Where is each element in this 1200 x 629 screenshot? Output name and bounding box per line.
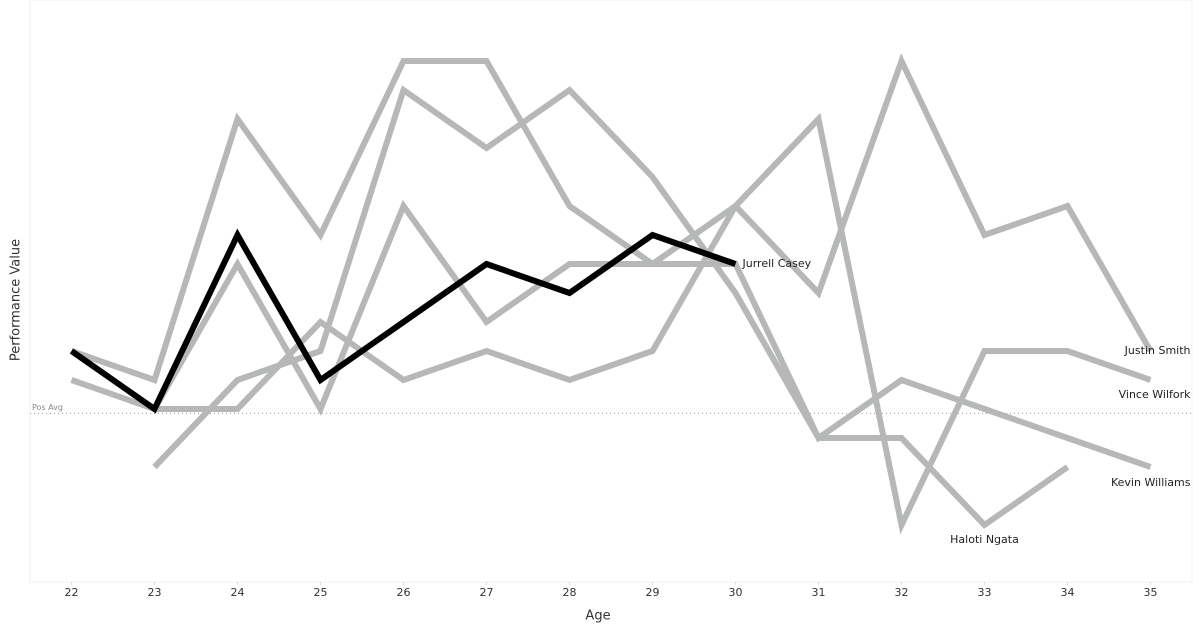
x-tick-label: 22 [65,586,79,599]
x-tick-label: 31 [812,586,826,599]
series-label: Vince Wilfork [1119,388,1191,401]
plot-frame [29,0,1193,583]
x-tick-label: 33 [978,586,992,599]
x-tick-label: 25 [314,586,328,599]
x-tick-label: 30 [729,586,743,599]
x-tick-label: 24 [231,586,245,599]
series-line [69,228,737,414]
series-label: Kevin Williams [1111,476,1191,489]
x-tick-label: 34 [1061,586,1075,599]
series-line [151,53,1154,416]
x-tick-label: 28 [563,586,577,599]
x-tick-label: 32 [895,586,909,599]
series-line [70,58,1152,470]
reference-label: Pos Avg [32,403,63,412]
x-tick-label: 29 [646,586,660,599]
x-tick-label: 35 [1144,586,1158,599]
series-label: Haloti Ngata [950,533,1019,546]
x-tick-label: 27 [480,586,494,599]
x-axis-title: Age [585,609,610,624]
x-tick-label: 23 [148,586,162,599]
x-tick-label: 26 [397,586,411,599]
series-line [70,112,1152,535]
series-label: Justin Smith [1124,344,1191,357]
y-axis-title: Performance Value [9,239,24,361]
series-label: Jurrell Casey [742,257,812,270]
